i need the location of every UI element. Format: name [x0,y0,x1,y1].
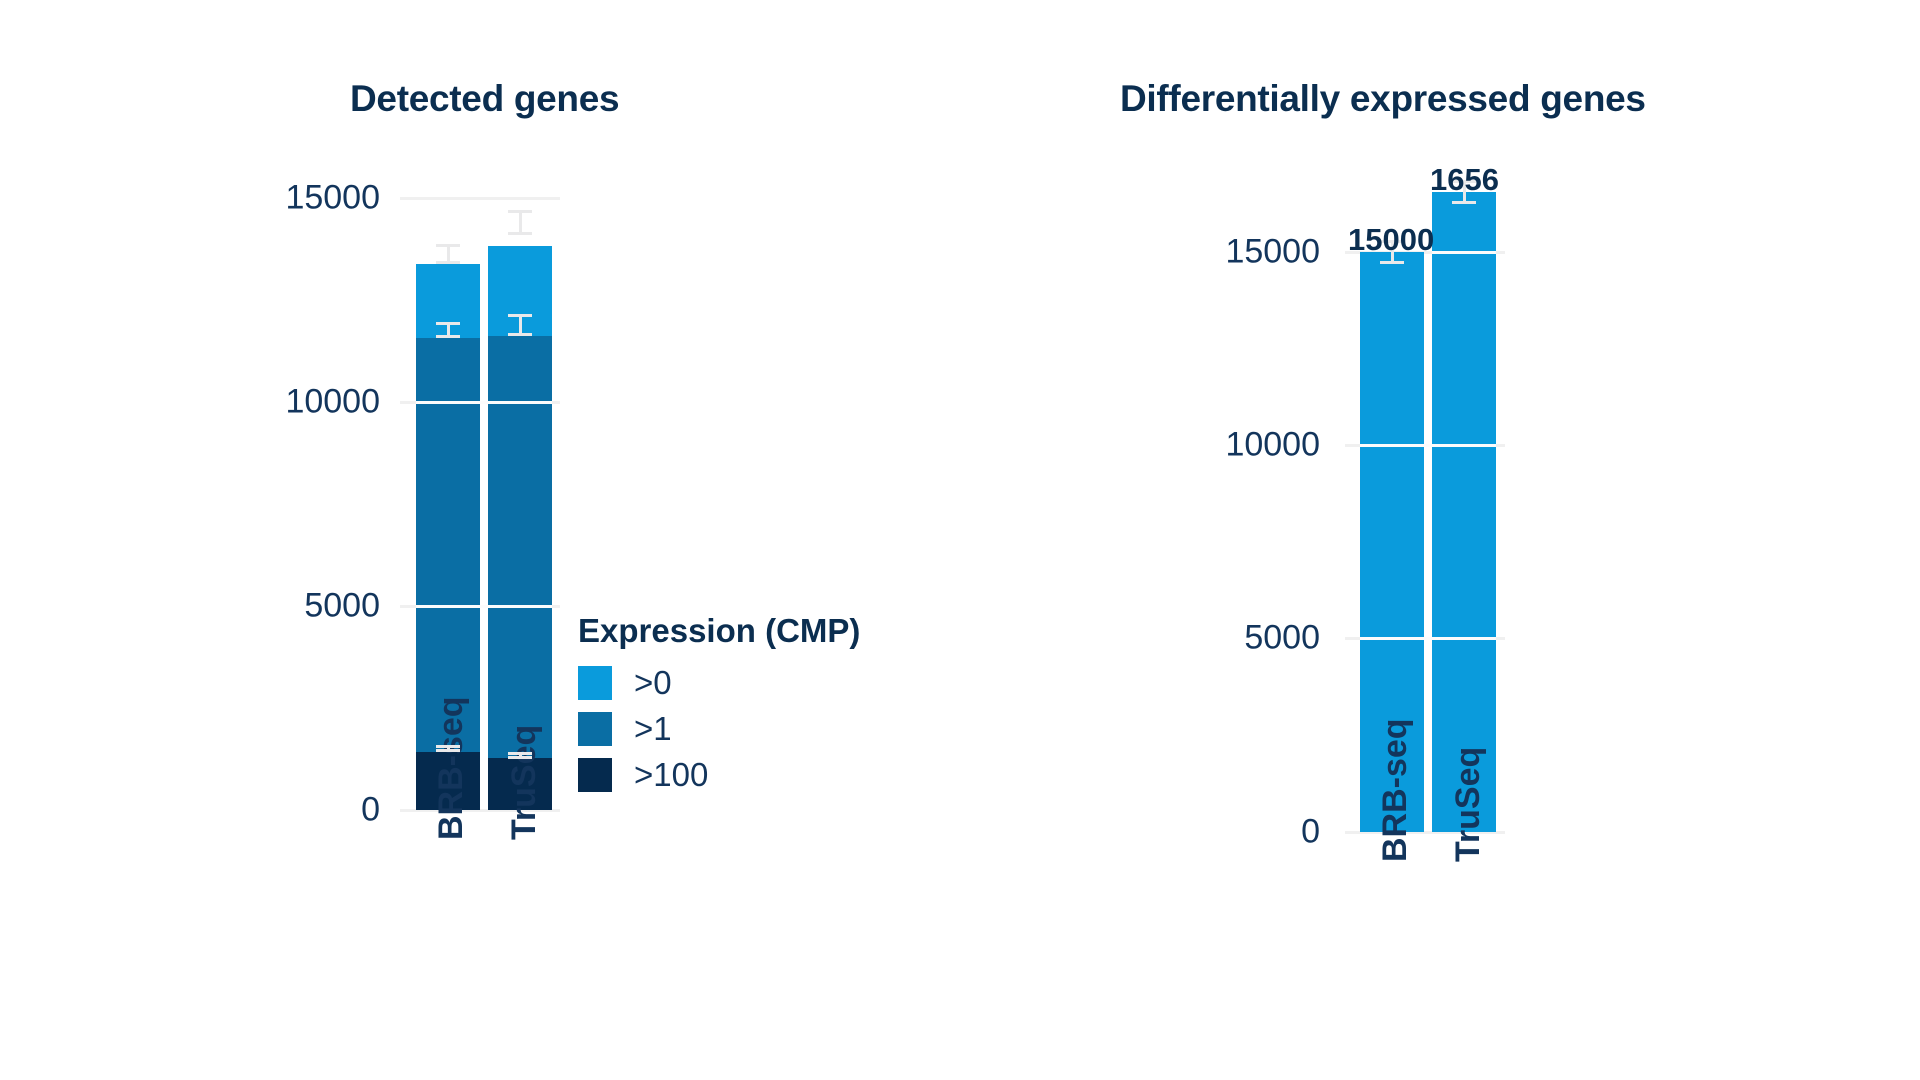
gridline-over-5000 [416,605,552,608]
gridline-15000 [400,197,560,200]
data-label-brb-seq-deg: 15000 [1348,222,1435,257]
panel-detected-genes: Detected genes 15000 10000 5000 0 [285,78,860,840]
y-tick-label-5000: 5000 [304,586,380,625]
plot-area-detected [416,150,552,810]
y-tick-label-deg-10000: 10000 [1225,425,1320,464]
legend-item-gt0[interactable]: >0 [578,660,860,706]
legend-swatch-gt1 [578,712,612,746]
bar-segment-gt1-brb[interactable] [416,338,480,752]
panel-title-differentially-expressed-genes: Differentially expressed genes [1120,78,1646,119]
bar-segment-gt100-brb[interactable] [416,752,480,810]
legend-expression: Expression (CMP) >0 >1 >100 [578,612,860,798]
y-tick-label-10000: 10000 [285,382,380,421]
plot-area-deg [1360,150,1500,832]
legend-item-gt100[interactable]: >100 [578,752,860,798]
error-bar-gt1-truseq [508,314,532,336]
x-tick-label-deg-brb-seq: BRB-seq [1376,718,1414,862]
error-bar-gt0-truseq [508,210,532,235]
x-tick-label-deg-truseq: TruSeq [1449,746,1487,862]
gridline-over-deg-10000 [1360,444,1496,447]
panel-title-detected-genes: Detected genes [350,78,620,119]
legend-item-gt1[interactable]: >1 [578,706,860,752]
gridline-over-deg-15000-truseq [1432,251,1496,254]
legend-swatch-gt0 [578,666,612,700]
error-bar-truseq-deg [1452,180,1476,204]
gridline-deg-0 [1345,831,1505,834]
y-tick-label-deg-0: 0 [1301,812,1320,851]
error-bar-gt100-truseq [508,752,532,759]
legend-label-gt0: >0 [634,664,672,701]
gridline-0 [400,809,560,812]
error-bar-gt100-brb [436,745,460,752]
error-bar-gt0-brb [436,244,460,264]
gridline-over-10000 [416,401,552,404]
y-tick-label-deg-15000: 15000 [1225,232,1320,271]
error-bar-brb-deg [1380,240,1404,264]
data-label-truseq-deg: 1656 [1430,162,1499,197]
legend-label-gt1: >1 [634,710,672,747]
gridline-deg-15000 [1345,251,1505,254]
x-tick-label-brb-seq: BRB-seq [432,696,470,840]
y-tick-label-0: 0 [361,790,380,829]
legend-swatch-gt100 [578,758,612,792]
error-bar-gt1-brb [436,322,460,338]
legend-label-gt100: >100 [634,756,709,793]
x-tick-label-truseq: TruSeq [505,724,543,840]
panel-differentially-expressed-genes: Differentially expressed genes 15000 100… [960,0,1920,1080]
y-tick-label-15000: 15000 [285,178,380,217]
bar-truseq-deg[interactable] [1432,192,1496,832]
y-tick-label-deg-5000: 5000 [1244,618,1320,657]
gridline-over-deg-5000 [1360,637,1496,640]
bar-segment-gt1-truseq[interactable] [488,336,552,758]
bar-brb-seq-detected[interactable] [416,264,480,810]
bar-segment-gt100-truseq[interactable] [488,758,552,810]
bar-brb-seq-deg[interactable] [1360,252,1424,832]
legend-title: Expression (CMP) [578,612,861,649]
